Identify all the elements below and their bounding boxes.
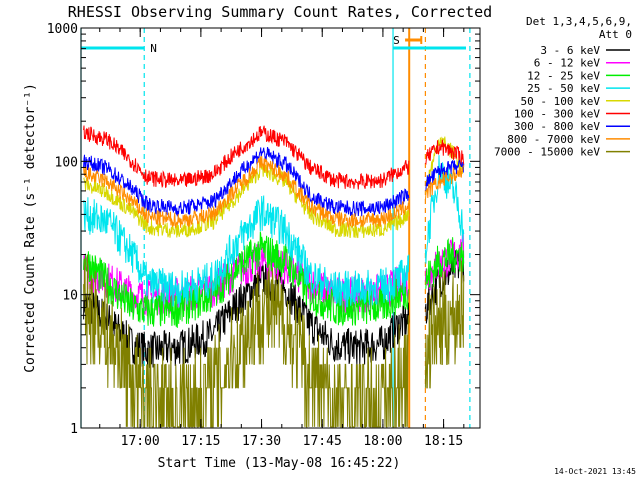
x-tick-label: 17:00 — [121, 434, 160, 449]
series-line — [83, 125, 410, 190]
series-line — [425, 237, 465, 290]
legend-label: 6 - 12 keV — [534, 57, 601, 70]
flag-label: S — [393, 34, 400, 47]
flag-bars: NS — [81, 34, 466, 55]
y-tick-label: 1 — [70, 422, 78, 437]
legend-label: 300 - 800 keV — [514, 120, 600, 133]
legend-label: 25 - 50 keV — [527, 82, 600, 95]
series-line — [83, 263, 410, 369]
x-tick-label: 18:15 — [424, 434, 463, 449]
series-line — [424, 164, 465, 200]
marker-lines — [80, 28, 471, 428]
legend-label: 50 - 100 keV — [521, 95, 601, 108]
chart-title: RHESSI Observing Summary Count Rates, Co… — [68, 3, 492, 21]
series-line — [83, 155, 410, 229]
y-tick-label: 1000 — [47, 22, 78, 37]
legend-label: 12 - 25 keV — [527, 69, 600, 82]
series-line — [425, 139, 465, 165]
x-axis-label: Start Time (13-May-08 16:45:22) — [158, 456, 401, 471]
x-tick-label: 17:45 — [303, 434, 342, 449]
x-tick-label: 17:30 — [242, 434, 281, 449]
legend-label: 7000 - 15000 keV — [494, 146, 600, 159]
footer-date: 14-Oct-2021 13:45 — [554, 467, 636, 476]
legend-header-2: Att 0 — [599, 28, 632, 41]
legend-label: 800 - 7000 keV — [507, 133, 600, 146]
series-line — [83, 195, 410, 308]
series-line — [425, 159, 465, 192]
series-group — [83, 125, 465, 428]
legend-label: 3 - 6 keV — [540, 44, 600, 57]
plot-frame — [80, 27, 481, 429]
y-axis: 1 10 100 1000 — [47, 22, 480, 437]
series-line — [424, 136, 465, 194]
series-line — [424, 260, 465, 389]
series-line — [424, 233, 465, 291]
legend-label: 100 - 300 keV — [514, 108, 600, 121]
legend-header-1: Det 1,3,4,5,6,9, — [526, 15, 632, 28]
x-tick-label: 18:00 — [363, 434, 402, 449]
x-tick-label: 17:15 — [181, 434, 220, 449]
flag-label: N — [150, 42, 157, 55]
y-tick-label: 100 — [55, 155, 78, 170]
series-line — [83, 254, 410, 428]
y-axis-label: Corrected Count Rate (s⁻¹ detector⁻¹) — [23, 83, 38, 373]
x-axis: 17:00 17:15 17:30 17:45 18:00 18:15 — [99, 28, 465, 449]
y-tick-label: 10 — [62, 289, 78, 304]
